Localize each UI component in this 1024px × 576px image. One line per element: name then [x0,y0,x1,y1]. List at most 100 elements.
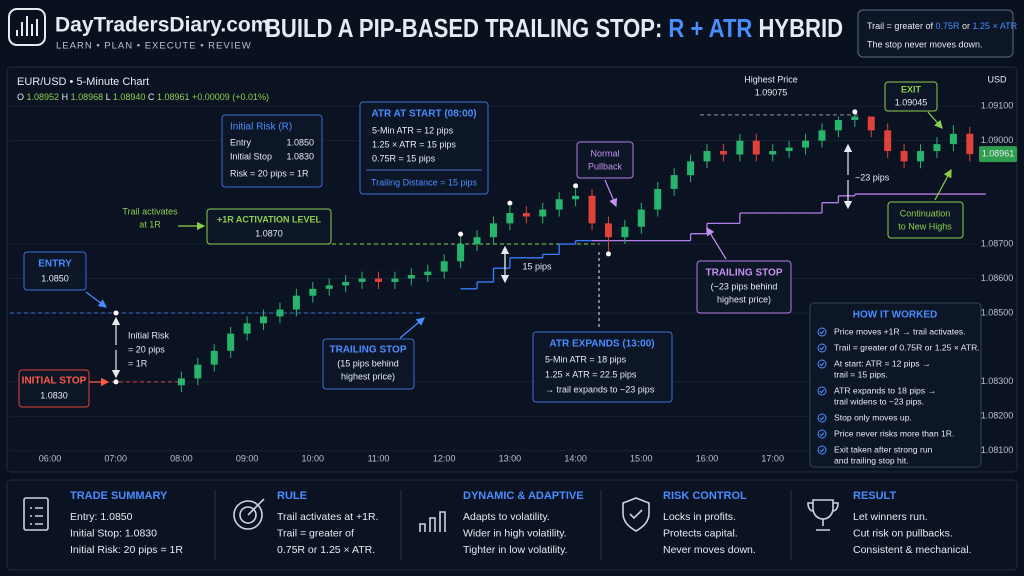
ohlc-key: O [17,92,24,102]
candle-body [966,133,974,155]
atr-start-box [359,101,489,195]
check-mark [819,432,825,437]
swing-high-dot [507,200,513,206]
candle-body [736,140,744,155]
check-mark [819,330,825,335]
candle-body [506,213,514,224]
note: = 1R [128,358,148,368]
box-text: → trail expands to ~23 pips [545,384,655,394]
footer-line: Cut risk on pullbacks. [853,527,953,539]
footer-title: RULE [277,490,307,502]
how-item: ATR expands to 18 pips → [834,385,936,395]
box-value: 1.09045 [895,97,928,107]
axis-layer: 1.09100 1.09000 1.08700 1.08600 1.08500 1.083… [39,101,1017,463]
x-tick-label: 15:00 [630,453,653,463]
bars-icon [419,511,446,532]
candle-body [292,295,300,310]
candle-body [818,130,826,141]
footer-line: Wider in high volatility. [463,527,567,539]
x-tick-label: 16:00 [696,453,719,463]
ohlc-key: L [106,92,111,102]
candle-body [949,133,957,145]
ohlc-value: 1.08952 [27,92,60,102]
box-text: Entry [230,137,252,147]
activation-box [206,208,332,245]
footer-line: Trail activates at +1R. [277,511,378,523]
x-tick-label: 06:00 [39,453,62,463]
y-tick-label: 1.08500 [981,307,1014,317]
footer-line: 0.75R or 1.25 × ATR. [277,544,375,556]
check-icon [817,413,827,423]
box-text: Risk = 20 pips = 1R [230,168,309,178]
initial-risk-box [221,114,323,188]
y-tick-label: 1.08700 [981,238,1014,248]
candle-body [802,140,810,148]
ohlc-info: O 1.08952 H 1.08968 L 1.08940 C 1.08961 … [17,92,269,102]
y-tick-label: 1.08200 [981,411,1014,421]
how-item: Price never risks more than 1R. [834,428,954,438]
candle-body [851,116,859,121]
check-icon [817,327,827,337]
footer-icons [23,497,839,532]
candle-body [555,199,563,210]
footer-line: Let winners run. [853,511,928,523]
x-tick-label: 13:00 [499,453,522,463]
box-text: Pullback [588,161,623,171]
rule-text: or [962,21,970,31]
box-value: 1.0850 [41,273,69,283]
candle-body [260,316,268,324]
candle-body [719,151,727,155]
how-it-worked-box [809,302,982,468]
how-item: trail widens to ~23 pips. [834,396,924,406]
candle-body [572,195,580,200]
candle-body [276,309,284,317]
candle-body [867,116,875,131]
candle-body [834,120,842,131]
last-price-badge [979,146,1017,163]
ohlc-value: 1.08940 [113,92,146,102]
gap-label: 15 pips [522,261,552,271]
check-icon [817,359,827,369]
candle-body [473,237,481,245]
clipboard-lines [30,507,43,525]
ohlc-key: H [62,92,69,102]
box-text: Continuation [900,208,951,218]
candle-body [177,378,185,386]
pullback-box [576,141,634,179]
check-mark [819,389,825,394]
x-tick-label: 08:00 [170,453,193,463]
candle-body [637,209,645,227]
rule-box [857,9,1014,58]
title-part: HYBRID [758,13,843,43]
candle-body [407,275,415,279]
box-text: Trailing Distance = 15 pips [371,177,477,187]
how-item: Trail = greater of 0.75R or 1.25 × ATR. [834,342,980,352]
chart-symbol: EUR/USD • 5-Minute Chart [17,76,149,88]
candle-body [358,278,366,282]
box-text: highest price) [717,294,771,304]
x-tick-label: 10:00 [302,453,325,463]
arrow [927,111,943,129]
candle-body [325,285,333,289]
swing-low-dot [605,251,611,257]
candle-body [900,151,908,162]
footer-line: Locks in profits. [663,511,736,523]
box-title: ENTRY [38,259,72,270]
box-title: +1R ACTIVATION LEVEL [217,214,322,224]
candle-body [440,261,448,272]
trail-box [696,260,792,314]
y-tick-label: 1.08100 [981,445,1014,455]
continuation-box [887,201,964,239]
check-mark [819,346,825,351]
how-item: At start: ATR = 12 pips → [834,358,931,368]
check-mark [819,416,825,421]
arrow [85,291,107,308]
y-tick-label: 1.08300 [981,376,1014,386]
swing-high-dot [573,183,579,189]
gap-label: ~23 pips [855,172,890,182]
footer-line: Entry: 1.0850 [70,511,133,523]
note: at 1R [139,219,161,229]
candle-layer [177,109,974,393]
box-text: 1.25 × ATR = 22.5 pips [545,369,637,379]
candle-body [884,130,892,152]
